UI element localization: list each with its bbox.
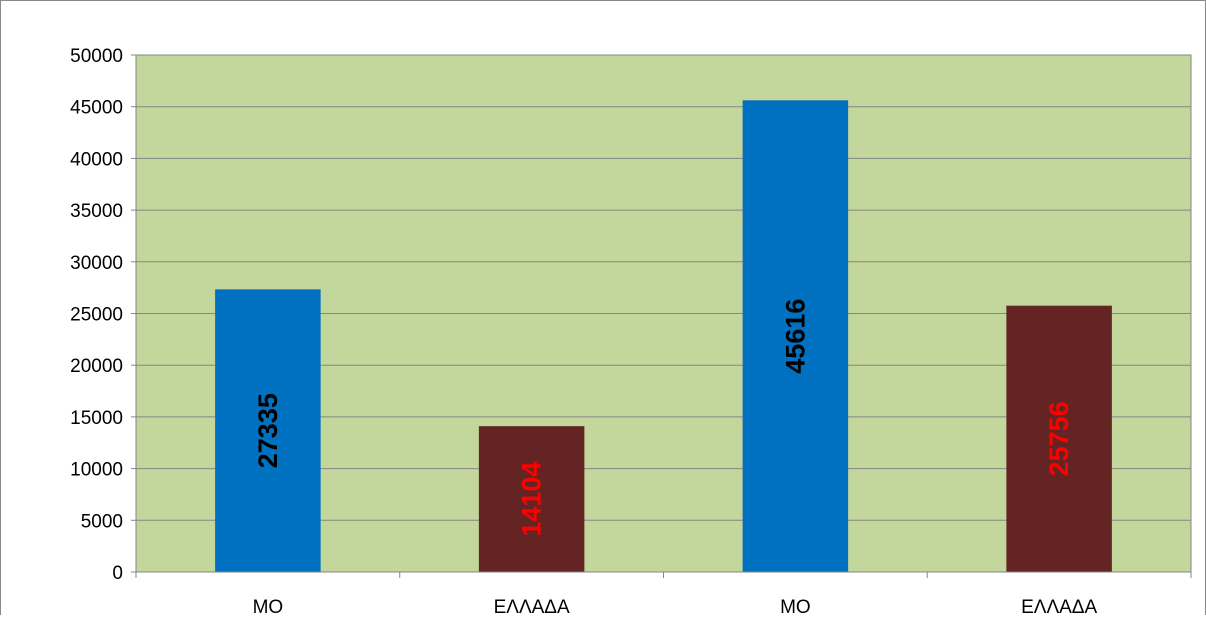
y-tick-label: 0 [112,563,123,584]
bar-data-label: 45616 [780,299,810,374]
y-tick-label: 45000 [70,98,123,119]
bar-data-label: 25756 [1044,401,1074,476]
y-tick-label: 10000 [70,460,123,481]
y-tick-label: 20000 [70,356,123,377]
y-tick-label: 25000 [70,305,123,326]
y-tick-label: 5000 [81,511,123,532]
bar [742,100,849,572]
category-labels: ΜΟ ΕΛΛΑΔΑ ΜΟ ΕΛΛΑΔΑ [253,597,1098,618]
y-tick-label: 15000 [70,408,123,429]
axes [131,55,1191,573]
y-tick-label: 40000 [70,149,123,170]
category-label: ΕΛΛΑΔΑ [494,597,570,615]
bar [478,426,585,572]
y-tick-label: 30000 [70,253,123,274]
category-label: ΜΟ [780,597,811,615]
data-labels: 27335 14104 45616 25756 [253,299,1074,537]
x-ticks [135,572,1192,578]
bar [215,289,321,572]
bar-data-label: 14104 [517,462,547,537]
bars [215,100,1112,572]
bar [1006,305,1112,572]
category-label: ΕΛΛΑΔΑ [1021,597,1097,615]
bar-data-label: 27335 [253,393,283,468]
y-tick-labels: 0 5000 10000 15000 20000 25000 30000 35000 40000… [70,46,123,584]
category-label: ΜΟ [253,597,284,615]
y-tick-label: 50000 [70,46,123,67]
y-tick-label: 35000 [70,201,123,222]
